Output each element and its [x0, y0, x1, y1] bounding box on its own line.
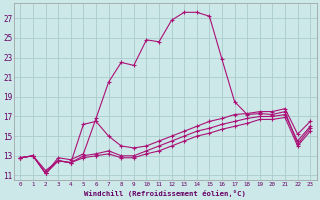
- X-axis label: Windchill (Refroidissement éolien,°C): Windchill (Refroidissement éolien,°C): [84, 190, 246, 197]
